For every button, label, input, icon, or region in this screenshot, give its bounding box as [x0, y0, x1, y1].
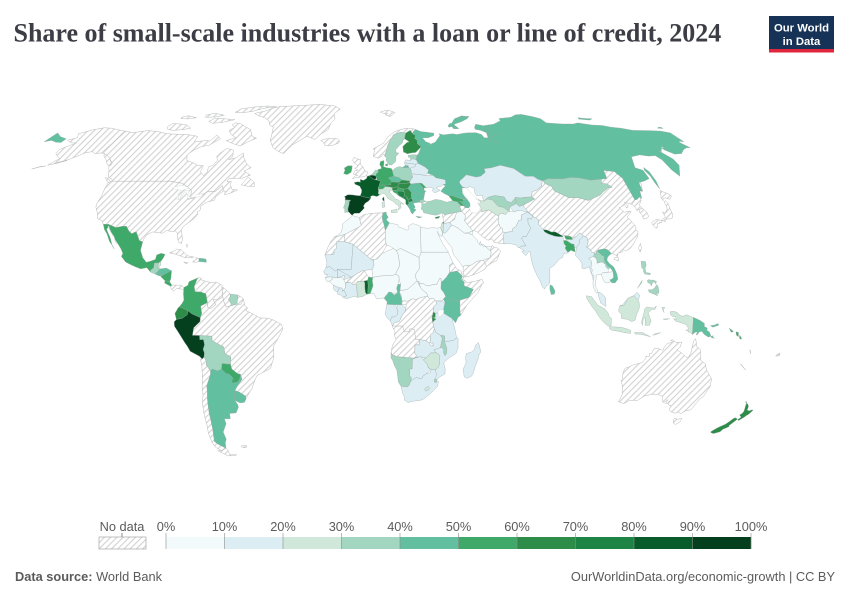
svg-text:60%: 60%	[504, 519, 530, 534]
svg-text:10%: 10%	[212, 519, 238, 534]
svg-text:0%: 0%	[157, 519, 176, 534]
svg-text:Data source: World Bank: Data source: World Bank	[15, 569, 163, 584]
svg-text:90%: 90%	[680, 519, 706, 534]
svg-text:No data: No data	[100, 519, 146, 534]
svg-text:20%: 20%	[270, 519, 296, 534]
svg-text:Our World: Our World	[774, 23, 829, 35]
svg-text:70%: 70%	[563, 519, 589, 534]
svg-text:OurWorldinData.org/economic-gr: OurWorldinData.org/economic-growth | CC …	[571, 569, 836, 584]
svg-text:Share of small-scale industrie: Share of small-scale industries with a l…	[14, 19, 722, 48]
svg-text:30%: 30%	[329, 519, 355, 534]
svg-text:50%: 50%	[446, 519, 472, 534]
svg-text:80%: 80%	[621, 519, 647, 534]
svg-text:in Data: in Data	[783, 36, 821, 48]
svg-text:100%: 100%	[735, 519, 768, 534]
svg-text:40%: 40%	[387, 519, 413, 534]
